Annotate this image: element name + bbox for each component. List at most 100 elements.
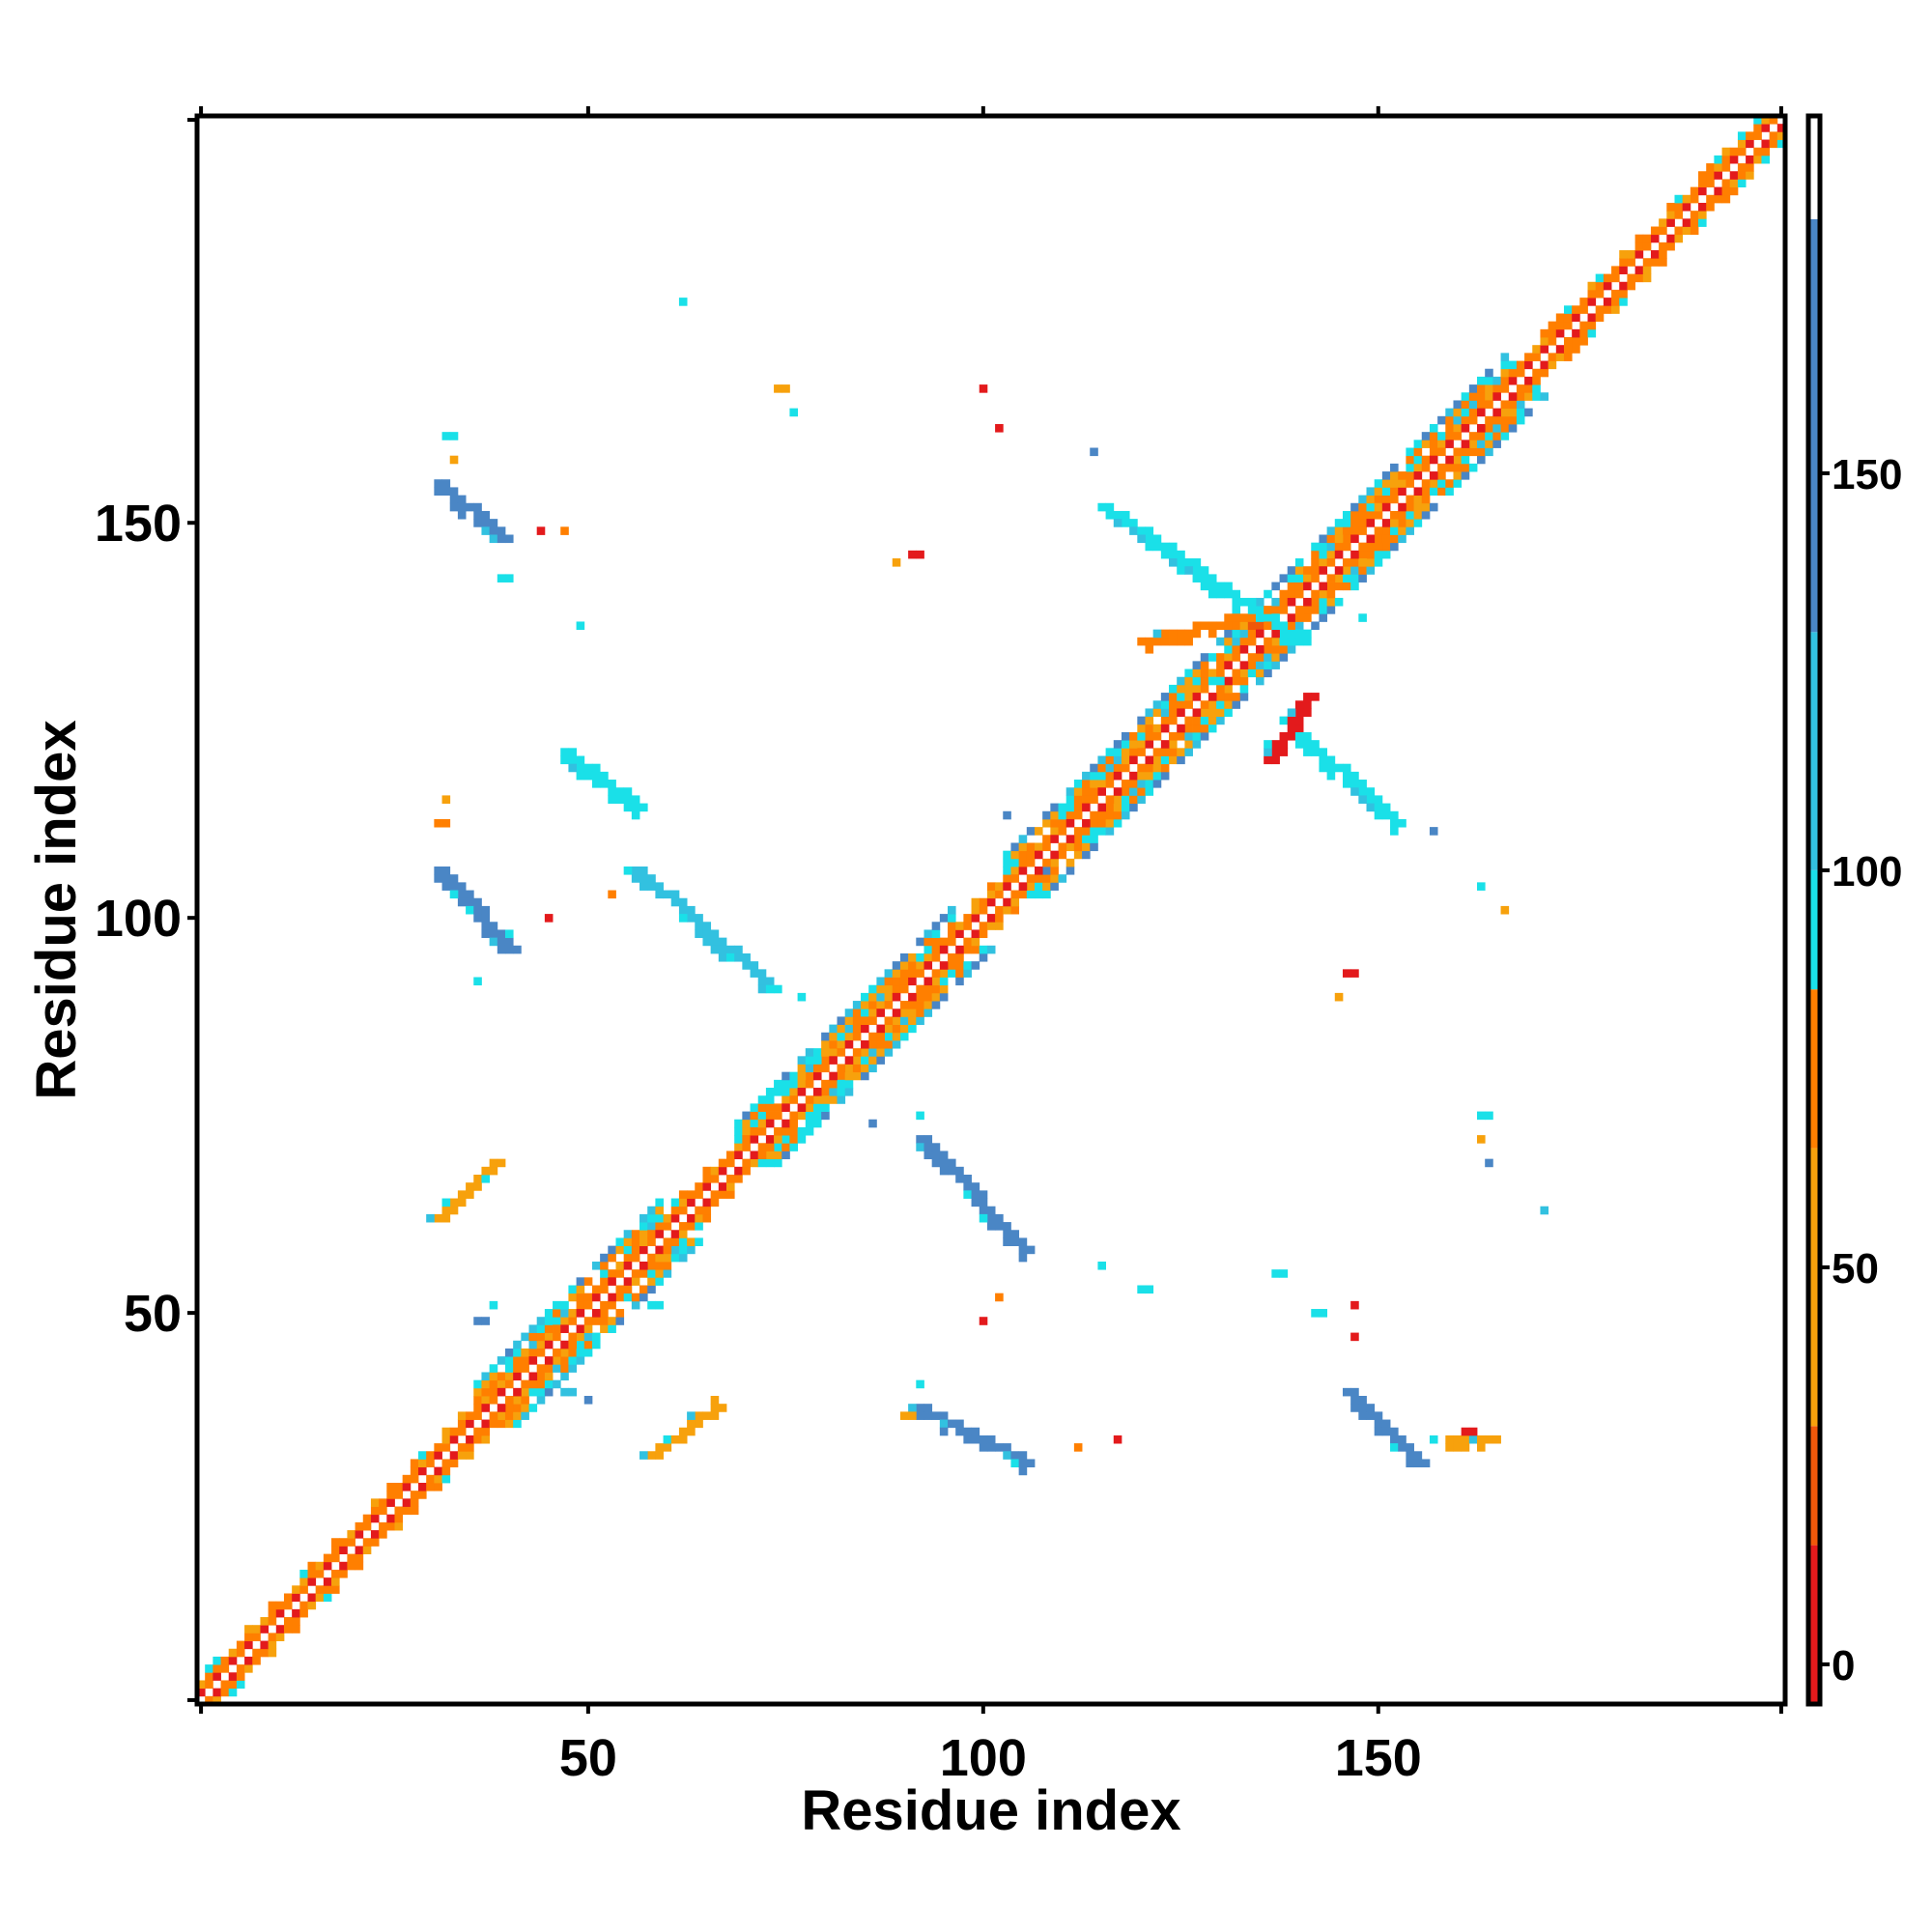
heatmap-cell (1555, 328, 1565, 338)
heatmap-cell (931, 937, 941, 947)
heatmap-cell (1350, 1387, 1359, 1397)
heatmap-cell (1555, 345, 1565, 354)
heatmap-cell (1145, 708, 1154, 718)
heatmap-cell (623, 803, 633, 812)
heatmap-cell (1121, 755, 1130, 765)
heatmap-cell (750, 961, 759, 970)
heatmap-cell (441, 1459, 451, 1468)
heatmap-cell (892, 1016, 901, 1025)
heatmap-cell (544, 1340, 554, 1350)
heatmap-cell (1145, 755, 1154, 765)
heatmap-cell (1010, 858, 1020, 867)
heatmap-cell (1721, 194, 1731, 204)
heatmap-cell (339, 1569, 348, 1578)
heatmap-cell (1398, 502, 1406, 512)
heatmap-cell (1342, 780, 1351, 788)
heatmap-cell (473, 510, 482, 520)
heatmap-cell (821, 1111, 830, 1121)
heatmap-cell (1192, 693, 1202, 701)
heatmap-cell (536, 1317, 546, 1325)
heatmap-cell (402, 1498, 412, 1507)
heatmap-cell (1572, 313, 1580, 323)
heatmap-cell (1659, 250, 1667, 259)
heatmap-cell (1572, 305, 1580, 314)
heatmap-cell (655, 1198, 664, 1208)
heatmap-cell (923, 984, 933, 994)
heatmap-cell (1445, 455, 1454, 465)
heatmap-cell (1374, 487, 1383, 496)
heatmap-cell (963, 1182, 972, 1191)
heatmap-cell (591, 1293, 601, 1302)
heatmap-cell (1366, 534, 1376, 544)
heatmap-cell (1311, 542, 1320, 552)
heatmap-cell (449, 874, 459, 883)
heatmap-cell (331, 1546, 340, 1554)
plot-frame (194, 113, 1788, 1707)
heatmap-cell (1256, 645, 1264, 654)
heatmap-cell (1073, 787, 1083, 796)
heatmap-cell (513, 1419, 522, 1429)
heatmap-cell (742, 1166, 751, 1176)
heatmap-cell (861, 1001, 869, 1009)
heatmap-cell (647, 1237, 656, 1247)
heatmap-cell (948, 937, 956, 947)
heatmap-cell (299, 1608, 308, 1618)
heatmap-cell (1294, 566, 1304, 575)
heatmap-cell (576, 755, 585, 765)
heatmap-cell (1319, 542, 1328, 552)
heatmap-cell (884, 969, 894, 978)
heatmap-cell (663, 1261, 672, 1270)
heatmap-cell (591, 1317, 601, 1325)
heatmap-cell (1390, 818, 1399, 828)
heatmap-cell (1208, 716, 1217, 725)
heatmap-cell (1058, 874, 1067, 883)
heatmap-cell (1145, 780, 1154, 788)
heatmap-cell (513, 1387, 522, 1397)
heatmap-cell (1453, 471, 1463, 480)
heatmap-cell (647, 1300, 656, 1310)
heatmap-cell (1294, 740, 1304, 749)
heatmap-cell (1145, 740, 1154, 749)
heatmap-cell (695, 922, 703, 930)
heatmap-cell (1358, 526, 1367, 535)
heatmap-cell (821, 1064, 830, 1073)
heatmap-cell (718, 1182, 727, 1191)
heatmap-cell (1468, 408, 1478, 417)
heatmap-cell (275, 1625, 285, 1634)
heatmap-cell (1050, 850, 1059, 860)
heatmap-cell (1177, 724, 1185, 733)
heatmap-cell (1271, 740, 1280, 749)
heatmap-cell (1129, 740, 1138, 749)
heatmap-cell (710, 1396, 720, 1405)
heatmap-cell (1239, 661, 1249, 669)
heatmap-cell (1200, 684, 1209, 694)
heatmap-cell (497, 1356, 506, 1365)
heatmap-cell (1018, 882, 1028, 891)
heatmap-cell (821, 1103, 830, 1112)
heatmap-cell (821, 1079, 830, 1089)
heatmap-cell (1485, 400, 1493, 410)
heatmap-cell (1279, 597, 1289, 607)
heatmap-cell (1137, 534, 1146, 544)
heatmap-cell (544, 1324, 554, 1333)
heatmap-cell (1453, 479, 1463, 488)
heatmap-cell (718, 1158, 727, 1168)
heatmap-cell (1611, 266, 1620, 274)
heatmap-cell (1406, 1459, 1414, 1468)
heatmap-cell (1746, 163, 1754, 172)
heatmap-cell (466, 890, 474, 899)
heatmap-cell (1256, 621, 1264, 631)
heatmap-cell (1169, 542, 1178, 552)
heatmap-cell (1381, 519, 1391, 527)
heatmap-cell (449, 487, 459, 496)
heatmap-cell (1532, 353, 1541, 361)
y-tick-label: 150 (95, 495, 182, 553)
heatmap-cell (497, 574, 506, 582)
heatmap-cell (702, 929, 712, 939)
heatmap-cell (718, 937, 727, 947)
heatmap-cell (1279, 621, 1289, 631)
heatmap-cell (647, 1269, 656, 1278)
heatmap-cell (1160, 771, 1170, 781)
heatmap-cell (1540, 345, 1549, 354)
heatmap-cell (457, 882, 467, 891)
